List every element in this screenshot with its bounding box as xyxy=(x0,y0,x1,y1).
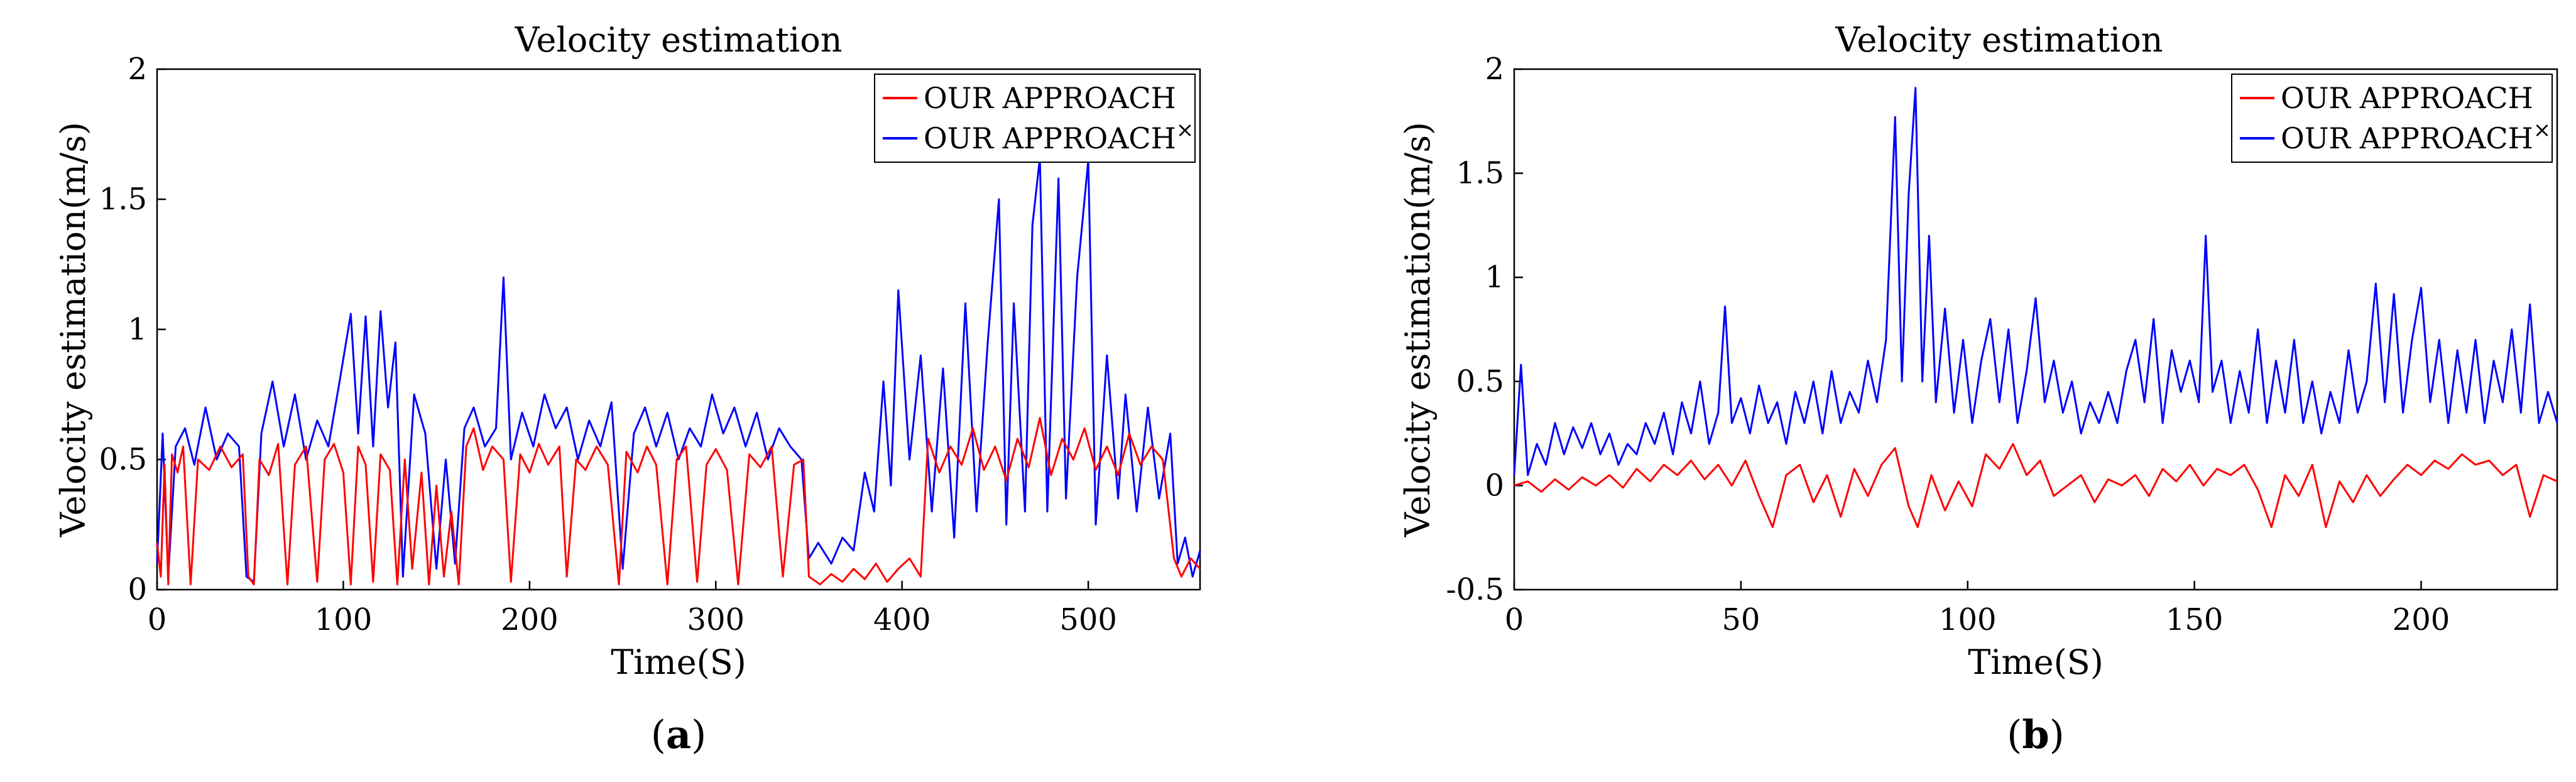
chart-a-legend-label-1: OUR APPROACH× xyxy=(924,118,1194,155)
chart-a-caption: (a) xyxy=(651,712,707,757)
chart-a-legend: OUR APPROACH OUR APPROACH× xyxy=(874,74,1196,163)
chart-a-x-ticks: 0 100 200 300 400 500 xyxy=(148,581,1117,637)
chart-b-ytick-label-4: 1.5 xyxy=(1456,156,1504,191)
chart-b-series-our-approach-x xyxy=(1513,87,2558,476)
chart-b-y-ticks: -0.5 0 0.5 1 1.5 2 xyxy=(1446,52,1523,607)
chart-b-series-our-approach xyxy=(1514,443,2558,529)
chart-a-series-our-approach xyxy=(156,417,1201,586)
chart-a-xtick-label-1: 100 xyxy=(315,602,373,637)
chart-b-legend-box xyxy=(2231,74,2553,163)
chart-b-legend-label-1-sup: × xyxy=(2533,118,2551,143)
chart-a-xtick-label-0: 0 xyxy=(148,602,167,637)
chart-a-ytick-label-4: 2 xyxy=(128,52,147,87)
chart-b-y-axis-label: Velocity estimation(m/s) xyxy=(1398,122,1438,537)
chart-b-legend-label-1-base: OUR APPROACH xyxy=(2281,121,2533,155)
chart-b-caption: (b) xyxy=(2007,712,2065,757)
chart-b-xtick-label-3: 150 xyxy=(2166,602,2224,637)
chart-b-xtick-label-1: 50 xyxy=(1722,602,1760,637)
chart-a-y-ticks: 0 0.5 1 1.5 2 xyxy=(99,52,166,607)
chart-b-x-ticks: 0 50 100 150 200 xyxy=(1505,581,2450,637)
chart-a-xtick-label-3: 300 xyxy=(687,602,745,637)
chart-b-caption-letter: b xyxy=(2022,712,2049,757)
chart-a-title: Velocity estimation xyxy=(515,20,843,60)
chart-a-ytick-label-1: 0.5 xyxy=(99,442,147,477)
chart-a-caption-letter: a xyxy=(666,712,691,757)
chart-b-ytick-label-0: -0.5 xyxy=(1446,572,1504,607)
chart-b-ytick-label-2: 0.5 xyxy=(1456,364,1504,399)
chart-a-legend-label-1-base: OUR APPROACH xyxy=(924,121,1176,155)
chart-b-ytick-label-1: 0 xyxy=(1485,468,1504,503)
chart-b-legend: OUR APPROACH OUR APPROACH× xyxy=(2231,74,2553,163)
chart-b-caption-open: ( xyxy=(2007,712,2022,757)
chart-panel-b: Velocity estimation -0.5 0 0.5 1 1.5 2 0… xyxy=(1398,20,2558,757)
chart-a-series-our-approach-x xyxy=(156,157,1201,583)
chart-b-caption-close: ) xyxy=(2049,712,2065,757)
chart-a-caption-open: ( xyxy=(651,712,666,757)
chart-b-xtick-label-2: 100 xyxy=(1939,602,1997,637)
chart-a-ytick-label-2: 1 xyxy=(128,312,147,347)
chart-b-legend-label-1: OUR APPROACH× xyxy=(2281,118,2551,155)
chart-b-legend-label-0: OUR APPROACH xyxy=(2281,81,2533,115)
chart-b-xtick-label-0: 0 xyxy=(1505,602,1524,637)
chart-a-xtick-label-4: 400 xyxy=(873,602,931,637)
chart-b-ytick-label-5: 2 xyxy=(1485,52,1504,87)
chart-b-plot-frame xyxy=(1513,68,2558,591)
chart-a-legend-label-1-sup: × xyxy=(1176,118,1194,143)
chart-a-x-axis-label: Time(S) xyxy=(611,642,746,682)
chart-a-caption-close: ) xyxy=(691,712,706,757)
chart-b-x-axis-label: Time(S) xyxy=(1968,642,2104,682)
chart-b-xtick-label-4: 200 xyxy=(2393,602,2450,637)
chart-a-y-axis-label: Velocity estimation(m/s) xyxy=(53,122,93,537)
chart-a-ytick-label-3: 1.5 xyxy=(99,182,147,217)
chart-a-xtick-label-2: 200 xyxy=(501,602,559,637)
chart-a-xtick-label-5: 500 xyxy=(1059,602,1117,637)
chart-panel-a: Velocity estimation 0 0.5 1 1.5 2 0 100 … xyxy=(53,20,1201,757)
chart-b-title: Velocity estimation xyxy=(1835,20,2163,60)
chart-a-legend-box xyxy=(874,74,1196,163)
chart-a-legend-label-0: OUR APPROACH xyxy=(924,81,1176,115)
chart-a-ytick-label-0: 0 xyxy=(128,572,147,607)
chart-b-ytick-label-3: 1 xyxy=(1485,260,1504,295)
